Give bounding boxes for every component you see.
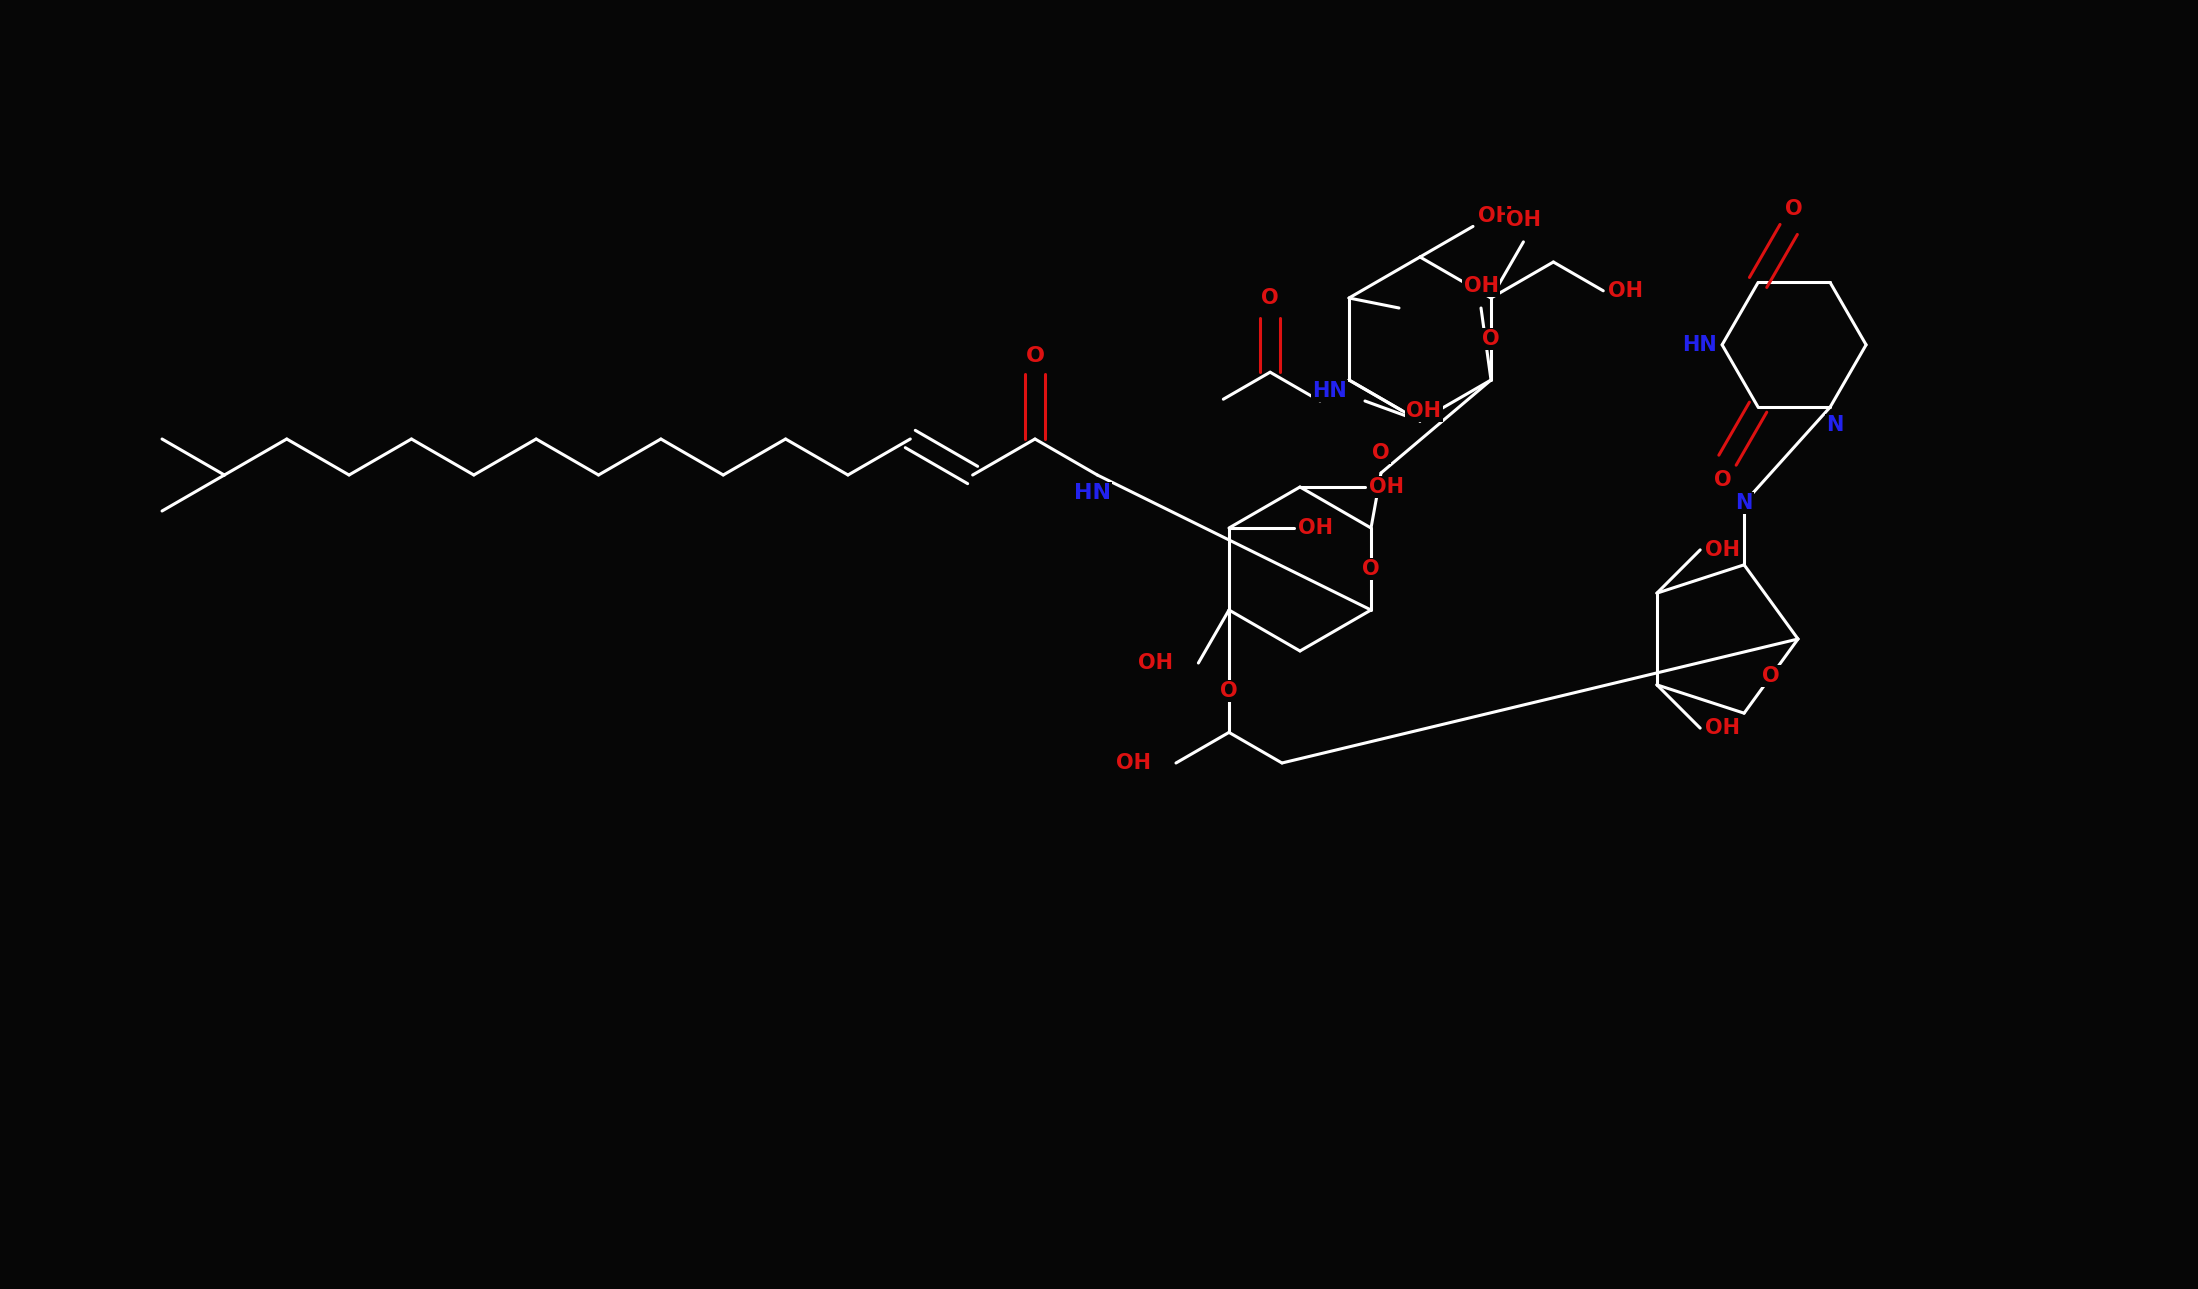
Text: HN: HN [1312, 382, 1347, 401]
Text: HN: HN [1681, 335, 1717, 354]
Text: HN: HN [1075, 483, 1110, 503]
Text: OH: OH [1407, 401, 1442, 420]
Text: O: O [1372, 443, 1389, 463]
Text: OH: OH [1706, 718, 1739, 739]
Text: OH: OH [1706, 540, 1739, 559]
Text: N: N [1736, 492, 1752, 513]
Text: OH: OH [1506, 210, 1541, 229]
Text: OH: OH [1369, 477, 1405, 498]
Text: O: O [1220, 681, 1237, 701]
Text: N: N [1827, 415, 1844, 436]
Text: O: O [1481, 329, 1499, 349]
Text: O: O [1714, 470, 1732, 490]
Text: OH: OH [1299, 518, 1334, 538]
Text: O: O [1262, 289, 1279, 308]
Text: OH: OH [1607, 281, 1642, 300]
Text: OH: OH [1117, 753, 1152, 773]
Text: O: O [1363, 559, 1380, 579]
Text: O: O [1785, 200, 1802, 219]
Text: OH: OH [1139, 654, 1174, 673]
Text: O: O [1026, 347, 1044, 366]
Text: OH: OH [1477, 206, 1512, 227]
Text: O: O [1763, 666, 1780, 686]
Text: OH: OH [1464, 276, 1499, 296]
